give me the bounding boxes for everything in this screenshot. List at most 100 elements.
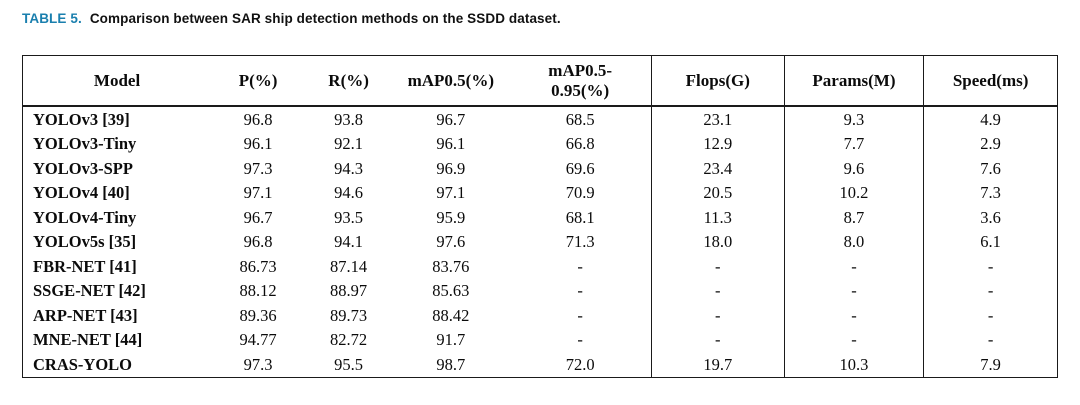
cell-model: YOLOv3-Tiny (33, 134, 137, 154)
table-body: YOLOv3 [39] 96.8 93.8 96.7 68.5 23.1 9.3 4.9 YOL… (23, 106, 1058, 377)
cell-value: - (577, 281, 583, 301)
header-row: Model P(%) R(%) mAP0.5(%) mAP0.5- 0.95(%) Flo… (22, 55, 1058, 107)
cell-value: 93.8 (334, 109, 364, 129)
cell-value: - (923, 327, 1058, 352)
cell-value: 11.3 (650, 205, 785, 230)
cell-value: 94.77 (239, 330, 277, 350)
cell-model: MNE-NET [44] (33, 330, 143, 350)
cell-value: 95.9 (436, 207, 466, 227)
cell-value: 96.1 (436, 134, 466, 154)
cell-value: 97.1 (243, 183, 273, 203)
cell-value: 86.73 (239, 256, 277, 276)
cell-value: - (650, 327, 785, 352)
cell-value: 82.72 (330, 330, 368, 350)
cell-value: 68.5 (565, 109, 595, 129)
cell-model: YOLOv5s [35] (33, 232, 137, 252)
column-header: Flops(G) (650, 55, 785, 107)
cell-value: - (783, 254, 924, 279)
cell-value: 97.3 (243, 158, 273, 178)
cell-model: YOLOv3 [39] (33, 109, 130, 129)
cell-value: 7.6 (923, 156, 1058, 181)
cell-value: 96.8 (243, 232, 273, 252)
cell-value: 66.8 (565, 134, 595, 154)
table-row: ARP-NET [43] 89.36 89.73 88.42- - - - (23, 303, 1058, 328)
table-header: Model P(%) R(%) mAP0.5(%) mAP0.5- 0.95(%) Flo… (22, 55, 1058, 107)
cell-model: ARP-NET [43] (33, 305, 138, 325)
cell-value: 96.9 (436, 158, 466, 178)
cell-value: 83.76 (432, 256, 470, 276)
cell-value: - (923, 278, 1058, 303)
cell-value: 7.3 (923, 180, 1058, 205)
column-header: Speed(ms) (923, 55, 1058, 107)
cell-value: 91.7 (436, 330, 466, 350)
cell-value: 93.5 (334, 207, 364, 227)
column-header: mAP0.5- 0.95(%) (509, 55, 652, 107)
table-row: FBR-NET [41] 86.73 87.14 83.76- - - - (23, 254, 1058, 279)
cell-model: SSGE-NET [42] (33, 281, 146, 301)
cell-value: 8.7 (783, 205, 924, 230)
column-header: Model (22, 55, 212, 107)
cell-value: - (923, 303, 1058, 328)
cell-value: - (783, 278, 924, 303)
cell-value: 96.8 (243, 109, 273, 129)
cell-value: 9.6 (783, 156, 924, 181)
cell-value: 97.1 (436, 183, 466, 203)
table-caption-label: TABLE 5. (22, 11, 82, 26)
table-caption: TABLE 5. Comparison between SAR ship dete… (22, 11, 561, 26)
cell-value: 6.1 (923, 229, 1058, 254)
table-row: MNE-NET [44] 94.77 82.72 91.7- - - - (23, 327, 1058, 352)
table-row: YOLOv3-SPP 97.3 94.3 96.9 69.6 23.4 9.6 7.6 (23, 156, 1058, 181)
cell-value: 85.63 (432, 281, 470, 301)
cell-value: 23.4 (650, 156, 785, 181)
cell-value: 19.7 (650, 352, 785, 377)
cell-value: 7.7 (783, 131, 924, 156)
table-row: YOLOv3 [39] 96.8 93.8 96.7 68.5 23.1 9.3 4.9 (23, 106, 1058, 132)
cell-value: 68.1 (565, 207, 595, 227)
table-row: YOLOv4 [40] 97.1 94.6 97.1 70.9 20.5 10.2 7.3 (23, 180, 1058, 205)
cell-value: 94.3 (334, 158, 364, 178)
cell-value: 87.14 (330, 256, 368, 276)
cell-value: 69.6 (565, 158, 595, 178)
cell-value: 94.6 (334, 183, 364, 203)
cell-value: - (783, 327, 924, 352)
cell-value: 10.2 (783, 180, 924, 205)
cell-value: - (783, 303, 924, 328)
comparison-table: Model P(%) R(%) mAP0.5(%) mAP0.5- 0.95(%) Flo… (22, 55, 1058, 378)
cell-value: 10.3 (783, 352, 924, 377)
cell-value: 2.9 (923, 131, 1058, 156)
cell-value: 72.0 (565, 354, 595, 374)
cell-value: 9.3 (783, 106, 924, 132)
cell-value: 94.1 (334, 232, 364, 252)
cell-value: 97.6 (436, 232, 466, 252)
table-row: CRAS-YOLO 97.3 95.5 98.7 72.0 19.7 10.3 7.9 (23, 352, 1058, 377)
cell-value: - (650, 303, 785, 328)
cell-model: CRAS-YOLO (33, 354, 133, 374)
cell-value: 95.5 (334, 354, 364, 374)
table-row: YOLOv5s [35] 96.8 94.1 97.6 71.3 18.0 8.0 6.1 (23, 229, 1058, 254)
cell-value: 88.12 (239, 281, 277, 301)
cell-model: YOLOv4 [40] (33, 183, 130, 203)
cell-value: 97.3 (243, 354, 273, 374)
cell-model: YOLOv3-SPP (33, 158, 133, 178)
cell-value: - (650, 278, 785, 303)
cell-value: 7.9 (923, 352, 1058, 377)
cell-value: 96.7 (243, 207, 273, 227)
column-header: P(%) (211, 55, 306, 107)
cell-value: 12.9 (650, 131, 785, 156)
cell-value: 3.6 (923, 205, 1058, 230)
cell-value: 92.1 (334, 134, 364, 154)
cell-value: 88.97 (330, 281, 368, 301)
cell-value: - (577, 305, 583, 325)
table-row: SSGE-NET [42] 88.12 88.97 85.63- - - - (23, 278, 1058, 303)
cell-value: 4.9 (923, 106, 1058, 132)
cell-value: 89.73 (330, 305, 368, 325)
cell-model: FBR-NET [41] (33, 256, 137, 276)
cell-value: - (650, 254, 785, 279)
table-row: YOLOv3-Tiny 96.1 92.1 96.1 66.8 12.9 7.7 2.9 (23, 131, 1058, 156)
cell-value: 23.1 (650, 106, 785, 132)
cell-value: 96.7 (436, 109, 466, 129)
cell-value: - (923, 254, 1058, 279)
cell-value: 71.3 (565, 232, 595, 252)
cell-value: 18.0 (650, 229, 785, 254)
column-header: Params(M) (783, 55, 924, 107)
